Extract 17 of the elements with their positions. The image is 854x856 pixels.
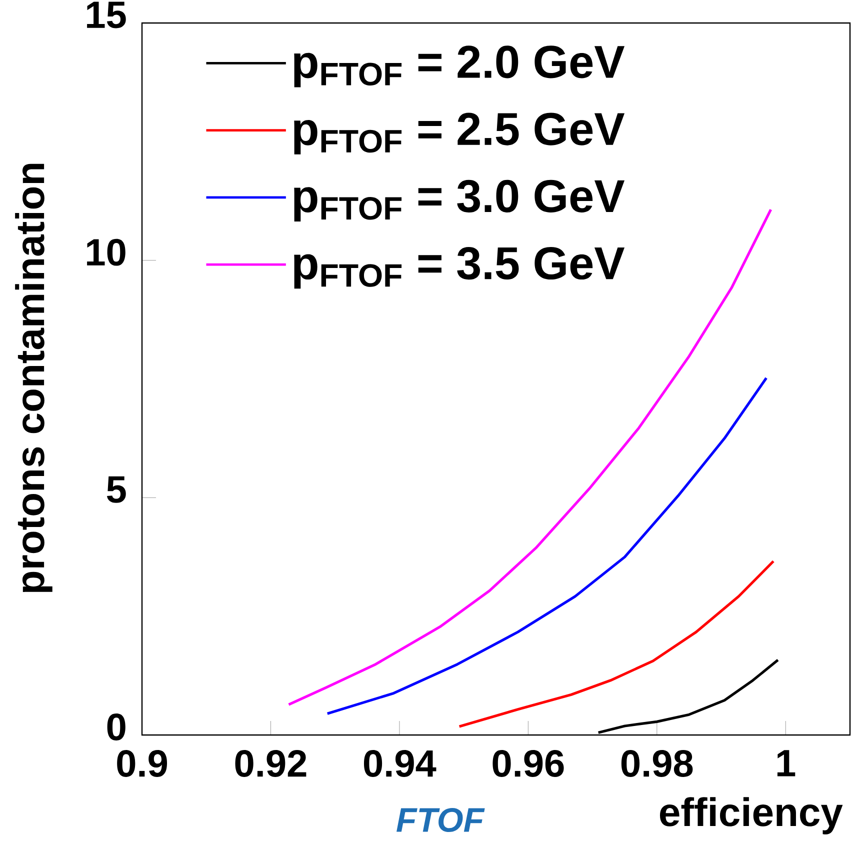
x-tick-label: 0.96	[492, 750, 564, 777]
y-tick-label: 15	[87, 2, 126, 28]
text: FTOF	[396, 808, 485, 832]
y-tick-label: 5	[106, 476, 126, 503]
legend-label: p$_{FTOF}$ = 2.0 GeV	[294, 46, 625, 88]
x-tick-label: 0.92	[235, 750, 306, 777]
x-tick-label: 0.98	[621, 750, 693, 777]
x-tick-label: 1	[777, 750, 796, 776]
legend-label: p$_{FTOF}$ = 3.0 GeV	[294, 180, 625, 222]
legend-label: p$_{FTOF}$ = 2.5 GeV	[294, 112, 625, 154]
y-tick-label: 10	[87, 238, 126, 266]
y-axis-title: protons contamination	[15, 164, 52, 592]
y-tick-label: 0	[107, 714, 126, 740]
legend-label: p$_{FTOF}$ = 3.5 GeV	[294, 246, 625, 289]
x-tick-label: 0.9	[117, 750, 168, 777]
x-axis-title: efficiency	[660, 797, 843, 834]
x-tick-label: 0.94	[364, 750, 436, 777]
